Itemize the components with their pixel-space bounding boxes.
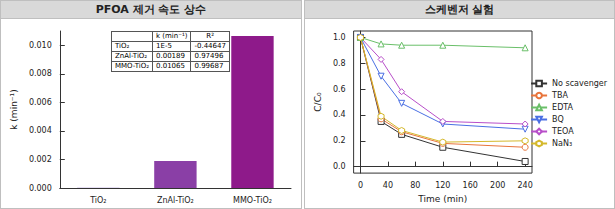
svg-text:TiO₂: TiO₂ <box>89 196 106 205</box>
html-text:MMO-TiO₂: MMO-TiO₂ <box>115 62 149 70</box>
html-text:1E-5: 1E-5 <box>156 42 172 50</box>
svg-text:C/C₀: C/C₀ <box>313 92 323 112</box>
svg-text:160: 160 <box>463 181 478 190</box>
svg-text:0.002: 0.002 <box>29 155 52 164</box>
html-text:PFOA 제거 속도 상수: PFOA 제거 속도 상수 <box>95 3 207 16</box>
svg-text:80: 80 <box>410 181 420 190</box>
svg-text:0.6: 0.6 <box>333 85 346 94</box>
svg-text:BQ: BQ <box>552 115 564 124</box>
svg-text:0.8: 0.8 <box>333 59 346 68</box>
html-text:ZnAl-TiO₂: ZnAl-TiO₂ <box>115 52 148 60</box>
html-text:-0.44647: -0.44647 <box>194 42 226 50</box>
svg-text:0.008: 0.008 <box>29 69 52 78</box>
svg-text:k (min⁻¹): k (min⁻¹) <box>9 89 19 129</box>
svg-text:0.2: 0.2 <box>333 136 346 145</box>
svg-text:0.0: 0.0 <box>333 162 346 171</box>
svg-text:TBA: TBA <box>551 91 568 100</box>
svg-text:0.010: 0.010 <box>29 41 52 50</box>
svg-text:MMO-TiO₂: MMO-TiO₂ <box>233 196 272 205</box>
html-text:TiO₂: TiO₂ <box>115 42 130 50</box>
svg-text:EDTA: EDTA <box>552 103 573 112</box>
svg-text:240: 240 <box>517 181 532 190</box>
svg-text:120: 120 <box>435 181 450 190</box>
svg-text:0: 0 <box>358 181 363 190</box>
html-text:0.97496: 0.97496 <box>194 52 224 60</box>
svg-text:0.004: 0.004 <box>29 126 52 135</box>
html-text:0.99687: 0.99687 <box>194 62 224 70</box>
svg-text:40: 40 <box>383 181 393 190</box>
svg-text:200: 200 <box>490 181 505 190</box>
svg-text:Time (min): Time (min) <box>417 194 467 204</box>
svg-text:1.0: 1.0 <box>333 33 346 42</box>
html-text:스케벤저 실험: 스케벤저 실험 <box>424 3 495 16</box>
svg-text:0.000: 0.000 <box>29 184 52 193</box>
svg-text:TEOA: TEOA <box>551 127 574 136</box>
svg-text:NaN₃: NaN₃ <box>552 139 572 148</box>
svg-text:0.4: 0.4 <box>333 110 346 119</box>
svg-text:0.006: 0.006 <box>29 98 52 107</box>
svg-text:ZnAl-TiO₂: ZnAl-TiO₂ <box>157 196 194 205</box>
html-text:0.00189: 0.00189 <box>156 52 185 60</box>
html-text:0.01065: 0.01065 <box>156 62 185 70</box>
svg-text:No scavenger: No scavenger <box>552 79 608 88</box>
html-text:R²: R² <box>206 32 214 40</box>
html-text:k (min⁻¹): k (min⁻¹) <box>156 32 188 40</box>
